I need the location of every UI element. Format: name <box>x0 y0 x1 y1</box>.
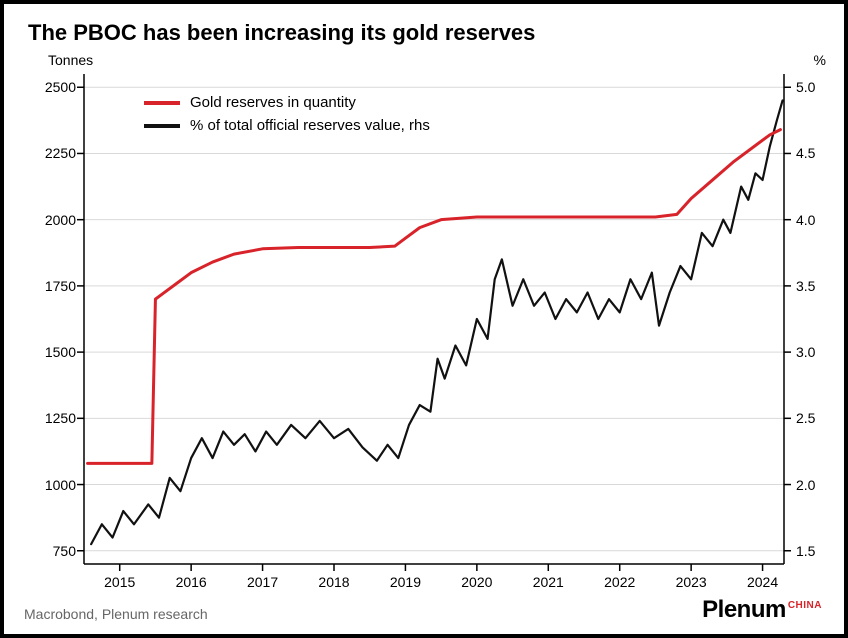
x-tick-label: 2017 <box>247 574 278 590</box>
y-right-tick-label: 4.5 <box>796 145 815 161</box>
y-left-axis-title: Tonnes <box>48 52 93 68</box>
y-right-tick-label: 5.0 <box>796 79 815 95</box>
y-left-tick-label: 750 <box>38 543 76 559</box>
y-left-tick-label: 1250 <box>38 410 76 426</box>
y-right-tick-label: 2.5 <box>796 410 815 426</box>
chart-title: The PBOC has been increasing its gold re… <box>28 20 535 46</box>
chart-card: The PBOC has been increasing its gold re… <box>0 0 848 638</box>
x-tick-label: 2024 <box>747 574 778 590</box>
brand-name: Plenum <box>702 596 786 623</box>
brand-logo: PlenumCHINA <box>702 596 822 624</box>
y-right-tick-label: 1.5 <box>796 543 815 559</box>
y-right-tick-label: 3.0 <box>796 344 815 360</box>
plot-area <box>84 74 784 564</box>
y-left-tick-label: 1000 <box>38 477 76 493</box>
x-tick-label: 2018 <box>318 574 349 590</box>
y-left-tick-label: 1500 <box>38 344 76 360</box>
y-left-tick-label: 2500 <box>38 79 76 95</box>
x-tick-label: 2019 <box>390 574 421 590</box>
y-right-tick-label: 2.0 <box>796 477 815 493</box>
y-right-tick-label: 4.0 <box>796 212 815 228</box>
y-left-tick-label: 2000 <box>38 212 76 228</box>
x-tick-label: 2016 <box>176 574 207 590</box>
x-tick-label: 2022 <box>604 574 635 590</box>
source-note: Macrobond, Plenum research <box>24 606 208 622</box>
x-tick-label: 2023 <box>676 574 707 590</box>
y-right-axis-title: % <box>814 52 826 68</box>
x-tick-label: 2015 <box>104 574 135 590</box>
y-left-tick-label: 2250 <box>38 145 76 161</box>
x-tick-label: 2020 <box>461 574 492 590</box>
brand-sup: CHINA <box>788 600 822 611</box>
x-tick-label: 2021 <box>533 574 564 590</box>
y-right-tick-label: 3.5 <box>796 278 815 294</box>
y-left-tick-label: 1750 <box>38 278 76 294</box>
